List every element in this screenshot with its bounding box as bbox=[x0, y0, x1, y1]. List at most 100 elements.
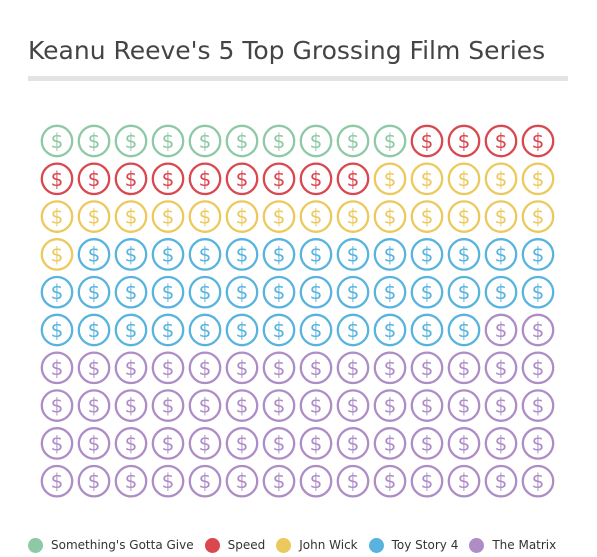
coin-outline bbox=[77, 313, 111, 347]
coin-outline bbox=[484, 313, 518, 347]
dollar-glyph: $ bbox=[51, 242, 64, 266]
dollar-glyph: $ bbox=[125, 280, 138, 304]
dollar-glyph: $ bbox=[51, 318, 64, 342]
coin-outline bbox=[151, 162, 185, 196]
dollar-glyph: $ bbox=[125, 129, 138, 153]
coin-outline bbox=[225, 275, 259, 309]
coin-outline bbox=[188, 275, 222, 309]
coin-outline bbox=[521, 389, 555, 422]
waffle-unit-icon: $ bbox=[114, 200, 148, 233]
waffle-unit-icon: $ bbox=[40, 313, 74, 347]
waffle-unit-icon: $ bbox=[262, 238, 296, 271]
dollar-glyph: $ bbox=[236, 431, 249, 455]
waffle-unit-icon: $ bbox=[484, 351, 518, 385]
coin-outline bbox=[114, 464, 148, 498]
waffle-unit-icon: $ bbox=[40, 200, 74, 233]
coin-outline bbox=[262, 238, 296, 271]
waffle-unit-icon: $ bbox=[447, 313, 481, 347]
coin-outline bbox=[225, 313, 259, 347]
waffle-unit-icon: $ bbox=[410, 389, 444, 422]
coin-outline bbox=[188, 162, 222, 196]
waffle-unit-icon: $ bbox=[114, 275, 148, 309]
dollar-glyph: $ bbox=[236, 318, 249, 342]
waffle-unit-icon: $ bbox=[521, 238, 555, 271]
dollar-glyph: $ bbox=[236, 205, 249, 229]
waffle-unit-icon: $ bbox=[188, 427, 222, 460]
waffle-unit-icon: $ bbox=[521, 427, 555, 460]
dollar-glyph: $ bbox=[162, 242, 175, 266]
dollar-glyph: $ bbox=[532, 242, 545, 266]
waffle-unit-icon: $ bbox=[447, 200, 481, 233]
waffle-unit-icon: $ bbox=[151, 200, 185, 233]
dollar-glyph: $ bbox=[88, 469, 101, 493]
waffle-unit-icon: $ bbox=[521, 389, 555, 422]
dollar-glyph: $ bbox=[495, 431, 508, 455]
dollar-glyph: $ bbox=[310, 318, 323, 342]
coin-outline bbox=[299, 275, 333, 309]
coin-outline bbox=[77, 389, 111, 422]
waffle-unit-icon: $ bbox=[447, 464, 481, 498]
dollar-glyph: $ bbox=[495, 394, 508, 418]
coin-outline bbox=[114, 238, 148, 271]
dollar-glyph: $ bbox=[532, 431, 545, 455]
waffle-unit-icon: $ bbox=[225, 124, 259, 158]
coin-outline bbox=[188, 389, 222, 422]
waffle-unit-icon: $ bbox=[299, 313, 333, 347]
dollar-glyph: $ bbox=[458, 280, 471, 304]
waffle-unit-icon: $ bbox=[336, 464, 370, 498]
waffle-unit-icon: $ bbox=[299, 238, 333, 271]
dollar-glyph: $ bbox=[199, 469, 212, 493]
legend-swatch bbox=[469, 537, 485, 553]
coin-outline bbox=[447, 162, 481, 196]
coin-outline bbox=[410, 238, 444, 271]
legend-item: John Wick bbox=[276, 537, 358, 553]
waffle-unit-icon: $ bbox=[336, 427, 370, 460]
coin-outline bbox=[299, 389, 333, 422]
coin-outline bbox=[114, 200, 148, 233]
dollar-glyph: $ bbox=[88, 431, 101, 455]
coin-outline bbox=[77, 162, 111, 196]
coin-outline bbox=[225, 389, 259, 422]
dollar-glyph: $ bbox=[199, 167, 212, 191]
dollar-glyph: $ bbox=[51, 356, 64, 380]
dollar-glyph: $ bbox=[310, 129, 323, 153]
legend-label: The Matrix bbox=[492, 538, 557, 552]
coin-outline bbox=[77, 427, 111, 460]
coin-outline bbox=[188, 351, 222, 385]
dollar-glyph: $ bbox=[347, 205, 360, 229]
dollar-glyph: $ bbox=[125, 318, 138, 342]
coin-outline bbox=[410, 427, 444, 460]
dollar-glyph: $ bbox=[347, 280, 360, 304]
dollar-glyph: $ bbox=[273, 318, 286, 342]
waffle-unit-icon: $ bbox=[373, 427, 407, 460]
dollar-glyph: $ bbox=[384, 318, 397, 342]
waffle-unit-icon: $ bbox=[40, 124, 74, 158]
coin-outline bbox=[373, 238, 407, 271]
dollar-glyph: $ bbox=[273, 394, 286, 418]
dollar-glyph: $ bbox=[125, 356, 138, 380]
coin-outline bbox=[336, 200, 370, 233]
coin-outline bbox=[151, 200, 185, 233]
waffle-unit-icon: $ bbox=[114, 351, 148, 385]
legend-swatch bbox=[28, 537, 43, 553]
waffle-unit-icon: $ bbox=[484, 389, 518, 422]
dollar-glyph: $ bbox=[458, 242, 471, 266]
waffle-unit-icon: $ bbox=[262, 464, 296, 498]
waffle-unit-icon: $ bbox=[521, 162, 555, 196]
dollar-glyph: $ bbox=[532, 280, 545, 304]
waffle-unit-icon: $ bbox=[40, 162, 74, 196]
waffle-unit-icon: $ bbox=[114, 162, 148, 196]
coin-outline bbox=[484, 200, 518, 233]
coin-outline bbox=[188, 200, 222, 233]
coin-outline bbox=[521, 238, 555, 271]
dollar-glyph: $ bbox=[236, 167, 249, 191]
dollar-glyph: $ bbox=[273, 129, 286, 153]
waffle-unit-icon: $ bbox=[521, 124, 555, 158]
waffle-unit-icon: $ bbox=[151, 427, 185, 460]
coin-outline bbox=[188, 464, 222, 498]
chart-title: Keanu Reeve's 5 Top Grossing Film Series bbox=[28, 36, 546, 65]
coin-outline bbox=[262, 427, 296, 460]
dollar-glyph: $ bbox=[310, 242, 323, 266]
waffle-unit-icon: $ bbox=[225, 162, 259, 196]
dollar-glyph: $ bbox=[88, 356, 101, 380]
